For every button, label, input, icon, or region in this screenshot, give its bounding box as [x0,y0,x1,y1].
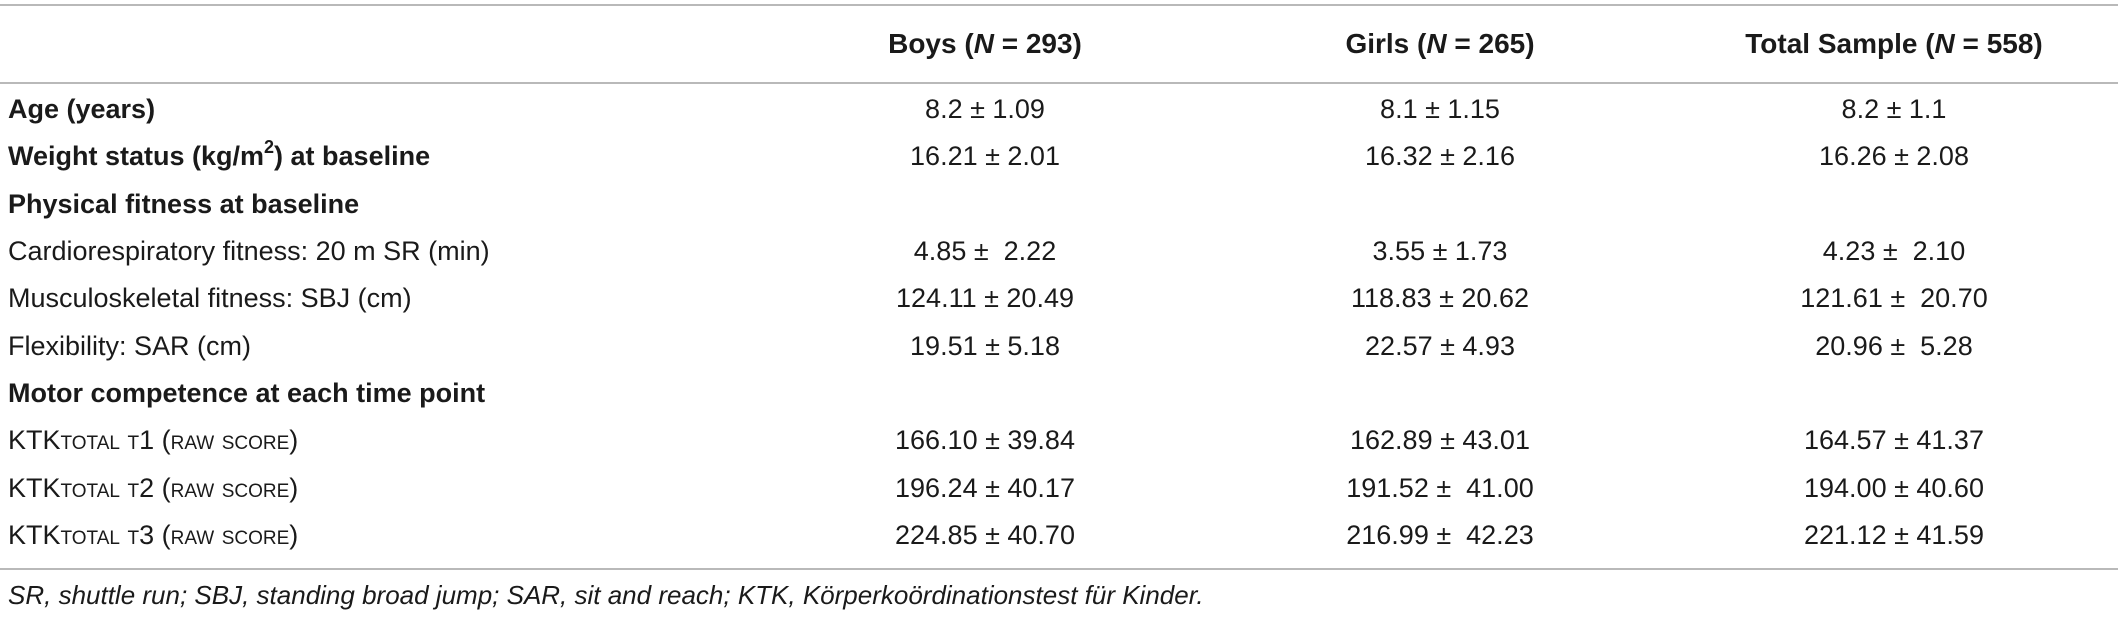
header-row: Boys (N = 293) Girls (N = 265) Total Sam… [0,6,2118,82]
cell-girls: 118.83 ± 20.62 [1351,283,1529,314]
cell-boys: 16.21 ± 2.01 [910,141,1060,172]
cell-boys: 19.51 ± 5.18 [910,330,1060,361]
cell-boys: 8.2 ± 1.09 [925,94,1045,125]
cell-total: 8.2 ± 1.1 [1841,94,1947,125]
cell-boys: 4.85 ± 2.22 [913,236,1057,267]
top-rule [0,4,2118,6]
table-row-section: Motor competence at each time point [0,370,2118,417]
cell-total: 221.12 ± 41.59 [1804,519,1984,550]
table-row-section: Physical fitness at baseline [0,181,2118,228]
cell-girls: 22.57 ± 4.93 [1365,330,1515,361]
section-label-physical-fitness: Physical fitness at baseline [8,188,360,219]
row-label-flexibility: Flexibility: SAR (cm) [8,330,252,361]
cell-boys: 196.24 ± 40.17 [895,472,1075,503]
table-row: Age (years) 8.2 ± 1.09 8.1 ± 1.15 8.2 ± … [0,82,2118,133]
cell-girls: 191.52 ± 41.00 [1346,472,1534,503]
cell-girls: 162.89 ± 43.01 [1350,425,1530,456]
cell-total: 20.96 ± 5.28 [1815,330,1973,361]
cell-total: 4.23 ± 2.10 [1822,236,1966,267]
header-girls: Girls (N = 265) [1345,28,1535,59]
cell-girls: 16.32 ± 2.16 [1365,141,1515,172]
table-row: KTKtotal t2 (raw score) 196.24 ± 40.17 1… [0,464,2118,511]
table-row: Weight status (kg/m2) at baseline 16.21 … [0,133,2118,180]
table-footnote: SR, shuttle run; SBJ, standing broad jum… [8,580,1204,610]
cell-girls: 3.55 ± 1.73 [1372,236,1508,267]
table-row: KTKtotal t1 (raw score) 166.10 ± 39.84 1… [0,417,2118,464]
row-label-ktk-t1: KTKtotal t1 (raw score) [8,425,299,456]
row-label-cardiorespiratory: Cardiorespiratory fitness: 20 m SR (min) [8,236,490,267]
row-label-ktk-t3: KTKtotal t3 (raw score) [8,519,299,550]
header-label-column [0,6,760,82]
table-row: KTKtotal t3 (raw score) 224.85 ± 40.70 2… [0,512,2118,559]
cell-boys: 224.85 ± 40.70 [895,519,1075,550]
header-boys: Boys (N = 293) [888,28,1082,59]
header-total: Total Sample (N = 558) [1745,28,2043,59]
row-label-ktk-t2: KTKtotal t2 (raw score) [8,472,299,503]
cell-total: 164.57 ± 41.37 [1804,425,1984,456]
data-table: Boys (N = 293) Girls (N = 265) Total Sam… [0,6,2118,559]
cell-girls: 216.99 ± 42.23 [1346,519,1534,550]
row-label-age: Age (years) [8,94,156,125]
cell-boys: 166.10 ± 39.84 [895,425,1075,456]
cell-girls: 8.1 ± 1.15 [1380,94,1500,125]
cell-total: 121.61 ± 20.70 [1800,283,1988,314]
cell-total: 16.26 ± 2.08 [1819,141,1969,172]
header-rule [0,82,2118,84]
row-label-weight-status: Weight status (kg/m2) at baseline [8,137,431,172]
bottom-rule [0,568,2118,570]
row-label-musculoskeletal: Musculoskeletal fitness: SBJ (cm) [8,283,412,314]
cell-boys: 124.11 ± 20.49 [896,283,1074,314]
table-row: Musculoskeletal fitness: SBJ (cm) 124.11… [0,275,2118,322]
table-row: Cardiorespiratory fitness: 20 m SR (min)… [0,228,2118,275]
section-label-motor-competence: Motor competence at each time point [8,377,486,408]
cell-total: 194.00 ± 40.60 [1804,472,1984,503]
table-row: Flexibility: SAR (cm) 19.51 ± 5.18 22.57… [0,322,2118,369]
